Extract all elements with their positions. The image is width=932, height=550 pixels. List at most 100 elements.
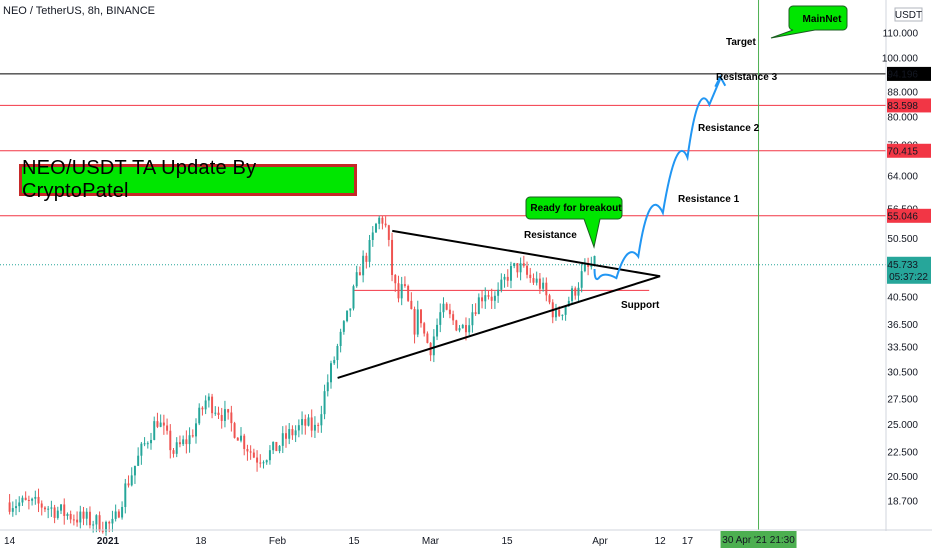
candle-body-up xyxy=(416,309,419,335)
candle-body-down xyxy=(37,496,40,504)
candle-body-up xyxy=(56,510,59,518)
breakout-callout xyxy=(525,196,623,249)
candle-body-down xyxy=(452,314,455,321)
candle-body-up xyxy=(240,435,242,441)
candle-body-up xyxy=(368,239,371,262)
candle-body-up xyxy=(497,289,500,296)
last-price-text: 45.733 xyxy=(887,260,918,271)
candle-body-down xyxy=(217,412,220,415)
candle-body-up xyxy=(352,286,355,309)
candle-body-up xyxy=(153,421,156,440)
candle-body-up xyxy=(92,524,95,526)
candle-body-down xyxy=(201,407,204,410)
candle-body-down xyxy=(220,414,223,421)
candle-body-down xyxy=(474,312,477,314)
candle-body-up xyxy=(313,424,316,431)
time-tick-label: 15 xyxy=(502,536,514,547)
candle-body-down xyxy=(185,439,188,445)
price-tick-label: 50.500 xyxy=(887,234,918,245)
candle-body-down xyxy=(43,507,46,510)
candle-body-up xyxy=(133,465,136,476)
candle-body-down xyxy=(538,278,541,289)
candle-body-up xyxy=(146,443,149,445)
candle-body-up xyxy=(60,504,63,511)
candle-body-up xyxy=(535,278,538,283)
support-label: Support xyxy=(621,300,660,311)
candle-body-down xyxy=(410,300,413,310)
candle-body-down xyxy=(88,511,91,526)
time-tick-label: Apr xyxy=(592,536,608,547)
candle-body-down xyxy=(445,303,448,310)
candle-body-up xyxy=(571,288,574,301)
candle-body-up xyxy=(509,266,512,281)
level-price-badge-text: 83.598 xyxy=(887,101,918,112)
marker-date-text: 30 Apr '21 21:30 xyxy=(722,535,795,546)
candle-body-down xyxy=(69,513,72,520)
candle-body-down xyxy=(413,309,416,335)
resistance-2-label: Resistance 2 xyxy=(698,123,760,134)
candle-body-down xyxy=(506,276,509,281)
candle-body-down xyxy=(387,225,390,240)
candle-body-up xyxy=(272,441,275,451)
breakout-callout-text: Ready for breakout xyxy=(530,203,622,214)
candle-body-up xyxy=(374,223,377,233)
projection-arrowhead xyxy=(714,74,727,88)
candle-body-up xyxy=(349,308,352,311)
candle-body-up xyxy=(262,462,265,464)
candle-body-down xyxy=(455,320,458,331)
candle-body-down xyxy=(587,264,590,267)
candle-body-down xyxy=(259,462,262,464)
candle-body-down xyxy=(117,511,120,518)
candle-body-up xyxy=(95,515,98,525)
candle-body-down xyxy=(448,309,451,315)
candle-body-up xyxy=(503,276,506,280)
candle-body-down xyxy=(227,409,230,413)
candle-body-down xyxy=(516,263,519,273)
candle-body-up xyxy=(564,306,567,315)
candle-body-up xyxy=(281,433,284,446)
currency-badge[interactable] xyxy=(894,7,923,22)
level-price-badge xyxy=(887,208,931,223)
level-price-badge-text: 70.415 xyxy=(887,146,918,157)
candle-body-down xyxy=(156,421,159,427)
candle-body-up xyxy=(288,429,291,439)
time-tick-label: Mar xyxy=(422,536,440,547)
candle-body-down xyxy=(397,283,400,299)
level-price-badge xyxy=(887,98,931,113)
candle-body-down xyxy=(40,503,43,508)
resistance-label: Resistance xyxy=(524,230,577,241)
candle-body-up xyxy=(143,443,146,445)
candle-body-down xyxy=(101,530,104,532)
candle-body-up xyxy=(198,407,201,424)
candle-body-up xyxy=(554,309,557,318)
support-trendline xyxy=(337,275,661,379)
candle-body-down xyxy=(487,295,490,297)
candle-body-up xyxy=(21,497,24,503)
level-price-badge-text: 94.196 xyxy=(887,69,918,80)
mainnet-callout xyxy=(770,5,848,39)
candle-body-up xyxy=(175,442,178,454)
candle-body-up xyxy=(378,217,381,224)
candle-body-up xyxy=(519,263,522,273)
candle-body-up xyxy=(204,400,207,410)
candle-body-up xyxy=(371,232,374,240)
symbol-header[interactable]: NEO / TetherUS, 8h, BINANCE xyxy=(3,5,156,17)
candle-body-up xyxy=(50,507,53,509)
time-tick-label: 14 xyxy=(4,536,16,547)
candle-body-up xyxy=(583,264,586,272)
candle-body-down xyxy=(63,504,66,516)
candle-body-up xyxy=(130,475,133,486)
candle-body-up xyxy=(567,300,570,307)
candle-body-down xyxy=(191,435,194,437)
price-tick-label: 27.500 xyxy=(887,395,918,406)
resistance-trendline xyxy=(392,229,661,278)
candle-body-up xyxy=(461,325,464,329)
candle-body-up xyxy=(468,325,471,333)
candle-body-up xyxy=(346,310,349,322)
candle-body-up xyxy=(561,314,564,316)
candle-body-down xyxy=(127,483,130,486)
candle-body-up xyxy=(500,279,503,290)
candle-body-down xyxy=(407,285,410,301)
